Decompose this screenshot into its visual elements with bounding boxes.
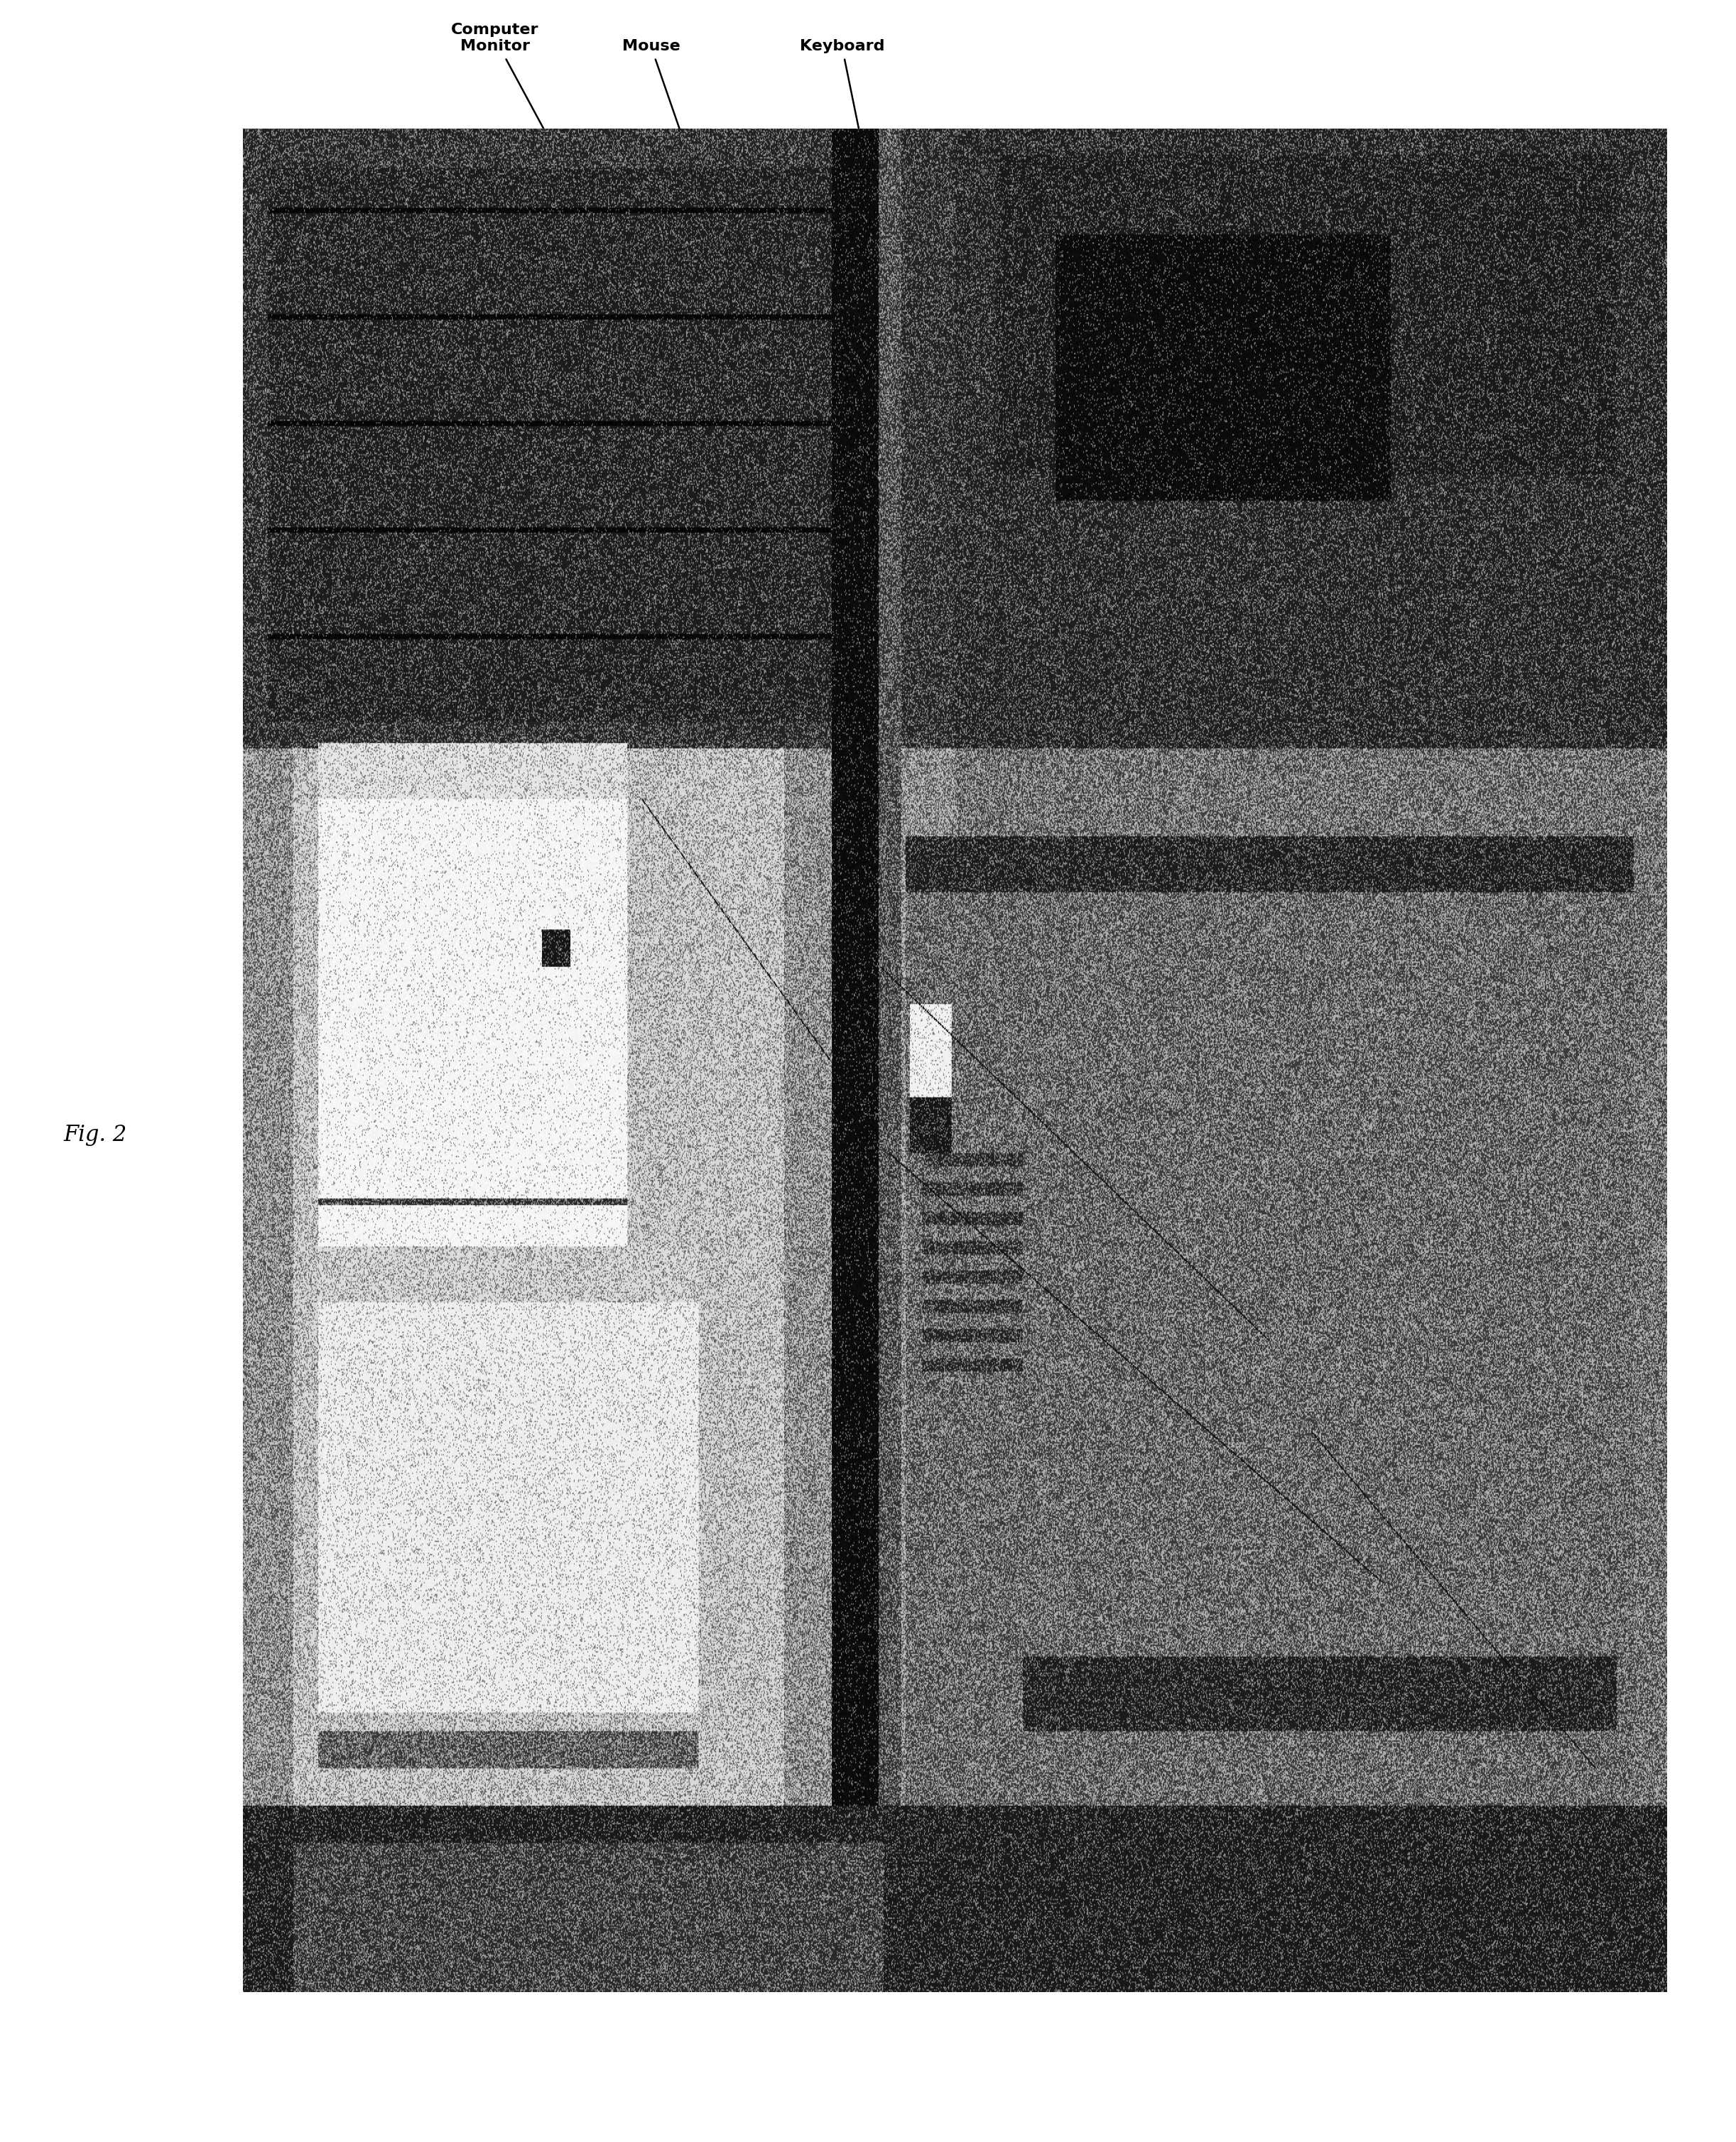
Text: Computer: Computer — [1411, 531, 1476, 835]
Text: Computer
Monitor: Computer Monitor — [451, 24, 684, 388]
Text: Mouse: Mouse — [621, 39, 769, 388]
Text: Noninvasive Diabetes
Detection Instrument: Noninvasive Diabetes Detection Instrumen… — [339, 1193, 641, 1386]
Text: Keyboard: Keyboard — [800, 39, 911, 388]
Text: Fig. 2: Fig. 2 — [64, 1125, 127, 1146]
Text: Bar Code Scanner: Bar Code Scanner — [1234, 848, 1380, 1058]
